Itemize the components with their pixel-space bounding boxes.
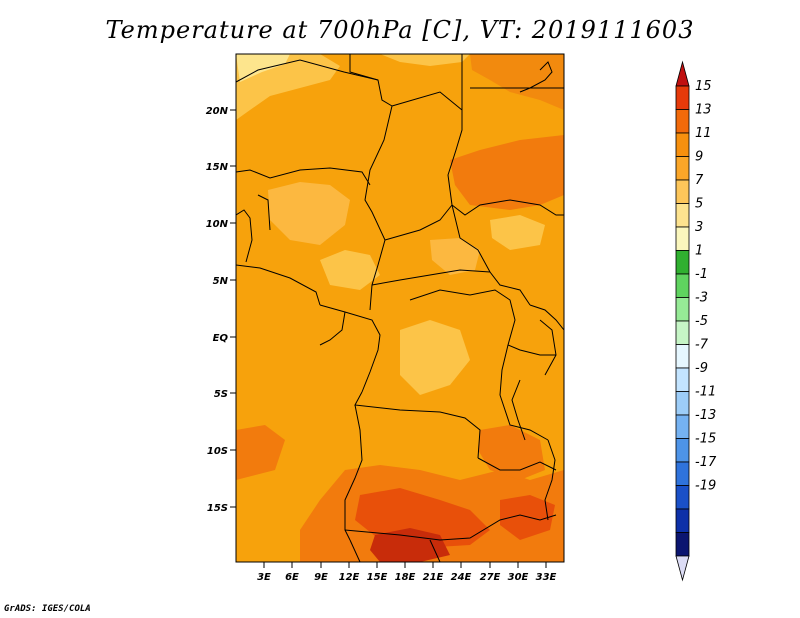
colorbar-swatch	[675, 273, 690, 298]
colorbar-label: 13	[695, 103, 712, 118]
lon-tick-label: 15E	[367, 572, 388, 583]
lon-tick-label: 6E	[285, 572, 299, 583]
colorbar-swatch	[675, 414, 690, 439]
lon-tick-label: 18E	[395, 572, 416, 583]
field-cool-car	[430, 238, 480, 275]
colorbar-label: -5	[695, 314, 708, 329]
colorbar-swatch	[675, 367, 690, 392]
colorbar-swatch	[675, 438, 690, 463]
field-hot-southeast	[500, 495, 555, 540]
colorbar-swatch	[675, 461, 690, 486]
lat-tick-label: 5S	[214, 389, 228, 400]
field-cool-central	[320, 250, 380, 290]
colorbar-swatch	[675, 250, 690, 275]
colorbar-label: 15	[695, 79, 712, 94]
colorbar-label: 5	[695, 197, 703, 212]
field-cool-central-west	[268, 182, 350, 245]
map-title: Temperature at 700hPa [C], VT: 201911160…	[105, 16, 695, 44]
colorbar-top-arrow	[675, 60, 690, 87]
lon-axis: 3E 6E 9E 12E 15E 18E 21E 24E 27E 30E 33E	[257, 562, 557, 583]
country-borders	[236, 54, 564, 562]
lat-tick-label: 10N	[206, 219, 229, 230]
lon-tick-label: 21E	[423, 572, 444, 583]
lat-tick-label: 15S	[207, 503, 228, 514]
lat-tick-label: EQ	[213, 333, 229, 344]
colorbar-swatch	[675, 132, 690, 157]
lat-tick-label: 20N	[206, 106, 229, 117]
lon-tick-label: 24E	[451, 572, 472, 583]
colorbar-label: -11	[695, 385, 716, 400]
colorbar: 15 13 11 9 7 5 3 1 -1 -3 -5 -7 -9 -11 -13 -15 -17 -19	[675, 60, 717, 582]
colorbar-swatch	[675, 320, 690, 345]
lat-tick-label: 10S	[207, 446, 228, 457]
colorbar-label: -9	[695, 361, 708, 376]
colorbar-label: 7	[695, 173, 704, 188]
field-cool-ss	[490, 215, 545, 250]
field-warm-east	[450, 135, 564, 210]
colorbar-label: -17	[695, 455, 717, 470]
field-warm-sw	[236, 425, 285, 480]
colorbar-label: -7	[695, 338, 709, 353]
colorbar-swatch	[675, 532, 690, 557]
lat-axis: 20N 15N 10N 5N EQ 5S 10S 15S	[206, 106, 236, 514]
colorbar-label: 3	[695, 220, 703, 235]
colorbar-swatch	[675, 297, 690, 322]
colorbar-label: -15	[695, 432, 716, 447]
colorbar-label: 9	[695, 150, 703, 165]
colorbar-swatch	[675, 508, 690, 533]
colorbar-swatch	[675, 179, 690, 204]
field-hottest-south	[370, 528, 450, 562]
lon-tick-label: 3E	[257, 572, 271, 583]
colorbar-swatch	[675, 109, 690, 134]
colorbar-swatch	[675, 226, 690, 251]
colorbar-swatch	[675, 156, 690, 181]
lon-tick-label: 27E	[480, 572, 501, 583]
map-frame	[235, 53, 565, 563]
lat-tick-label: 15N	[206, 162, 229, 173]
lon-tick-label: 33E	[536, 572, 557, 583]
temperature-field	[236, 54, 564, 562]
field-cool-congo	[400, 320, 470, 395]
colorbar-label: -1	[695, 267, 708, 282]
colorbar-label: -3	[695, 291, 708, 306]
colorbar-label: 1	[695, 244, 703, 259]
colorbar-bottom-arrow	[675, 555, 690, 582]
lon-tick-label: 12E	[339, 572, 360, 583]
grads-credit: GrADS: IGES/COLA	[4, 604, 91, 614]
colorbar-label: -19	[695, 479, 716, 494]
field-cool-north2	[380, 54, 470, 66]
colorbar-swatch	[675, 391, 690, 416]
colorbar-swatch	[675, 203, 690, 228]
colorbar-swatch	[675, 85, 690, 110]
colorbar-label: 11	[695, 126, 712, 141]
lon-tick-label: 9E	[314, 572, 328, 583]
colorbar-swatch	[675, 485, 690, 510]
colorbar-label: -13	[695, 408, 716, 423]
lat-tick-label: 5N	[213, 276, 229, 287]
lon-tick-label: 30E	[508, 572, 529, 583]
colorbar-swatch	[675, 344, 690, 369]
field-warm-ne	[470, 54, 564, 110]
